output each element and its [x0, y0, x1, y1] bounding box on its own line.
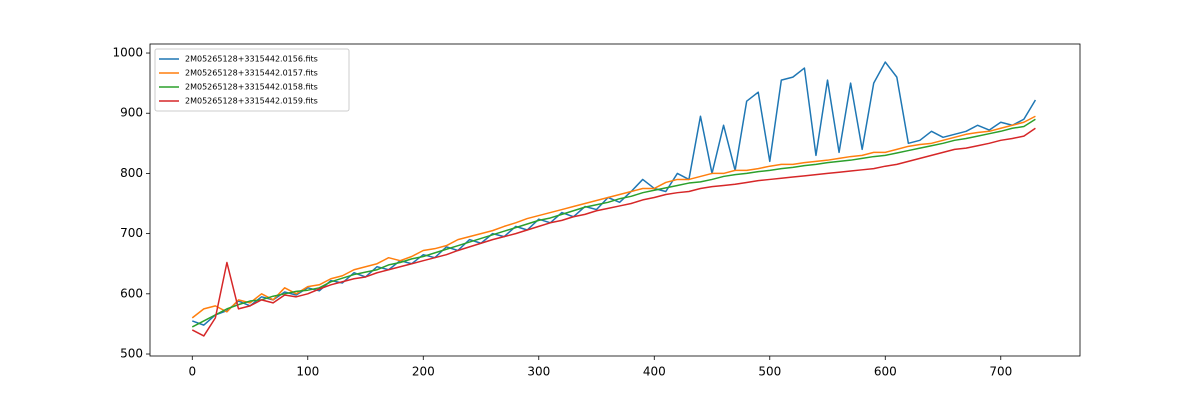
- legend-label: 2M05265128+3315442.0157.fits: [185, 69, 318, 78]
- x-tick-label: 500: [758, 365, 781, 379]
- y-tick-label: 1000: [112, 46, 143, 60]
- x-tick-label: 0: [188, 365, 196, 379]
- legend: 2M05265128+3315442.0156.fits 2M05265128+3…: [154, 48, 350, 112]
- line-series: [191, 127, 1036, 337]
- y-tick-label: 500: [120, 347, 143, 361]
- line-series: [191, 115, 1036, 319]
- x-tick-label: 200: [412, 365, 435, 379]
- y-tick-label: 600: [120, 286, 143, 300]
- x-tick-label: 100: [296, 365, 319, 379]
- legend-label: 2M05265128+3315442.0159.fits: [185, 97, 318, 106]
- x-tick-label: 600: [874, 365, 897, 379]
- legend-box: [154, 48, 350, 112]
- y-tick-label: 700: [120, 226, 143, 240]
- x-tick-label: 700: [989, 365, 1012, 379]
- line-series: [191, 118, 1036, 328]
- y-tick-label: 800: [120, 166, 143, 180]
- x-tick-label: 400: [643, 365, 666, 379]
- y-tick-label: 900: [120, 106, 143, 120]
- legend-label: 2M05265128+3315442.0158.fits: [185, 83, 318, 92]
- plot-frame: [149, 43, 1081, 357]
- legend-label: 2M05265128+3315442.0156.fits: [185, 55, 318, 64]
- x-tick-label: 300: [527, 365, 550, 379]
